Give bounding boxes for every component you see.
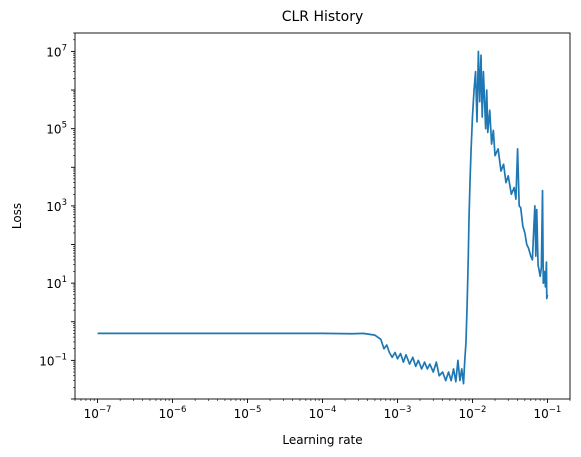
x-axis: 10−7 10−6 10−5 10−4 10−3 10−2 10−1 — [74, 399, 571, 421]
series-line-loss — [97, 50, 549, 385]
x-tick-label: 10−2 — [459, 405, 487, 421]
x-tick-label: 10−1 — [534, 405, 562, 421]
axes-frame — [74, 32, 571, 400]
y-axis-label: Loss — [10, 203, 24, 229]
x-axis-label: Learning rate — [282, 433, 362, 447]
y-tick-label: 103 — [46, 198, 67, 214]
x-tick-label: 10−3 — [384, 405, 412, 421]
y-tick-label: 107 — [46, 43, 67, 59]
x-tick-label: 10−5 — [234, 405, 262, 421]
x-tick-label: 10−6 — [159, 405, 187, 421]
y-tick-label: 105 — [46, 121, 67, 137]
y-tick-label: 101 — [46, 275, 67, 291]
x-tick-label: 10−4 — [309, 405, 337, 421]
chart-title: CLR History — [282, 9, 364, 25]
y-tick-label: 10−1 — [39, 352, 67, 368]
plot-area — [97, 50, 549, 385]
y-axis: 10−1 101 103 105 107 — [39, 32, 75, 400]
x-tick-label: 10−7 — [84, 405, 112, 421]
